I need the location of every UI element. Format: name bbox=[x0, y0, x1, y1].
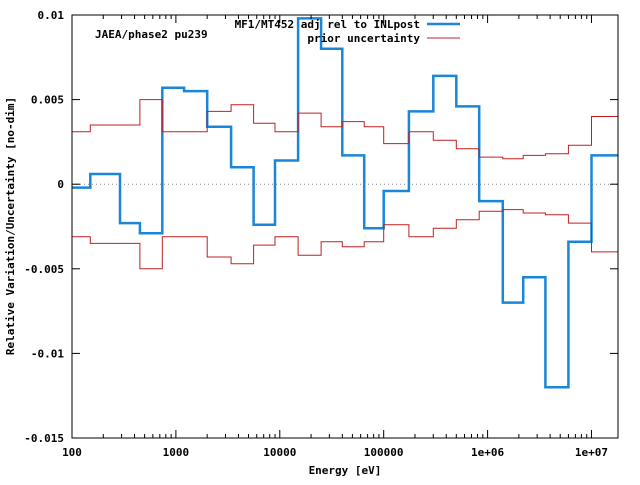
x-tick-label: 1000 bbox=[163, 446, 190, 459]
series-line-0 bbox=[72, 17, 618, 389]
x-tick-label: 10000 bbox=[263, 446, 296, 459]
series-line-2 bbox=[72, 209, 618, 270]
x-tick-label: 1e+06 bbox=[471, 446, 504, 459]
y-tick-label: -0.01 bbox=[31, 347, 64, 360]
y-axis-label: Relative Variation/Uncertainty [no-dim] bbox=[4, 97, 17, 355]
x-tick-label: 100 bbox=[62, 446, 82, 459]
legend-label-unc: prior uncertainty bbox=[307, 32, 420, 45]
y-tick-label: 0 bbox=[57, 178, 64, 191]
series-line-1 bbox=[72, 99, 618, 160]
plot-frame bbox=[71, 14, 619, 439]
x-tick-label: 100000 bbox=[364, 446, 404, 459]
y-tick-label: 0.01 bbox=[38, 9, 65, 22]
annotation: JAEA/phase2 pu239 bbox=[95, 28, 208, 41]
legend-label-adj: MF1/MT452 adj rel to INLpost bbox=[235, 18, 420, 31]
y-tick-label: 0.005 bbox=[31, 94, 64, 107]
y-tick-label: -0.015 bbox=[24, 432, 64, 445]
x-tick-label: 1e+07 bbox=[575, 446, 608, 459]
y-tick-label: -0.005 bbox=[24, 263, 64, 276]
legend: MF1/MT452 adj rel to INLpost prior uncer… bbox=[235, 18, 460, 45]
x-axis-label: Energy [eV] bbox=[309, 464, 382, 477]
